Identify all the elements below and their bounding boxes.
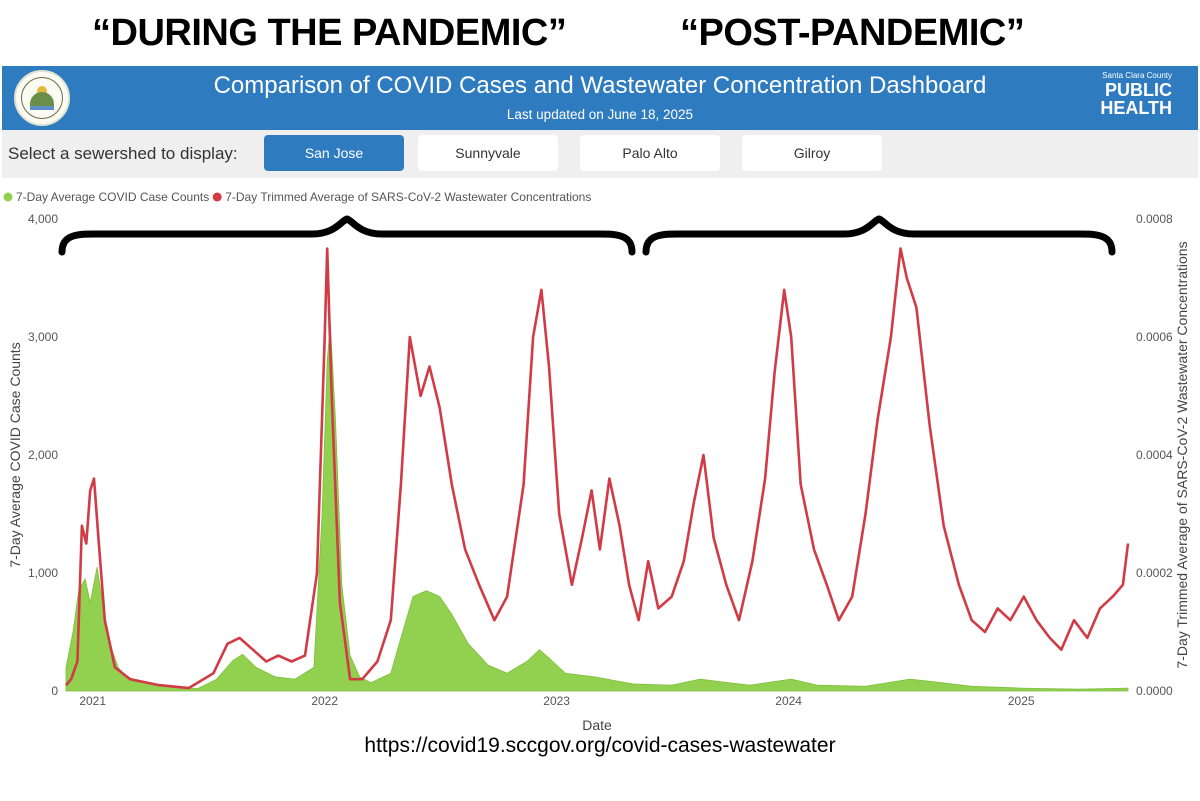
- x-tick: 2022: [311, 694, 338, 708]
- county-seal-icon: [14, 70, 70, 126]
- y-tick-right: 0.0008: [1136, 212, 1173, 226]
- y-tick-left: 4,000: [28, 212, 58, 226]
- legend-cases-marker: [3, 192, 13, 202]
- sewershed-filter-label: Select a sewershed to display:: [8, 144, 238, 163]
- y-tick-left: 3,000: [28, 330, 58, 344]
- y-axis-title-left: 7-Day Average COVID Case Counts: [7, 342, 23, 567]
- x-tick: 2023: [543, 694, 570, 708]
- sewershed-filter-bar: Select a sewershed to display: San Jose …: [2, 130, 1198, 178]
- y-tick-right: 0.0004: [1136, 448, 1173, 462]
- sewershed-gilroy-button[interactable]: Gilroy: [742, 135, 882, 171]
- during-pandemic-brace: [58, 215, 636, 256]
- y-tick-right: 0.0000: [1136, 684, 1173, 698]
- y-axis-title-right: 7-Day Trimmed Average of SARS-CoV-2 Wast…: [1174, 241, 1190, 668]
- sewershed-san-jose-button[interactable]: San Jose: [264, 135, 404, 171]
- y-tick-right: 0.0002: [1136, 566, 1173, 580]
- x-tick: 2025: [1008, 694, 1035, 708]
- sewershed-sunnyvale-button[interactable]: Sunnyvale: [418, 135, 558, 171]
- legend-wastewater-label: 7-Day Trimmed Average of SARS-CoV-2 Wast…: [225, 190, 591, 204]
- wastewater-line: [65, 247, 1130, 690]
- legend-wastewater-marker: [212, 192, 222, 202]
- dashboard-title: Comparison of COVID Cases and Wastewater…: [213, 72, 987, 99]
- covid-wastewater-chart: 7-Day Average COVID Case Counts 7-Day Tri…: [3, 190, 1190, 733]
- sewershed-palo-alto-button[interactable]: Palo Alto: [580, 135, 720, 171]
- last-updated: Last updated on June 18, 2025: [506, 107, 694, 122]
- legend-cases-label: 7-Day Average COVID Case Counts: [16, 190, 209, 204]
- during-pandemic-heading: “DURING THE PANDEMIC”: [92, 12, 567, 54]
- public-health-logo: PUBLIC HEALTH: [1100, 80, 1172, 118]
- x-tick: 2021: [79, 694, 106, 708]
- y-tick-left: 2,000: [28, 448, 58, 462]
- post-pandemic-brace: [642, 215, 1116, 256]
- y-tick-left: 1,000: [28, 566, 58, 580]
- dashboard-banner: Comparison of COVID Cases and Wastewater…: [2, 66, 1198, 130]
- cases-area: [65, 325, 1129, 692]
- x-axis-title: Date: [582, 717, 612, 733]
- y-tick-right: 0.0006: [1136, 330, 1173, 344]
- post-pandemic-heading: “POST-PANDEMIC”: [680, 12, 1025, 54]
- source-url: https://covid19.sccgov.org/covid-cases-w…: [364, 734, 836, 757]
- public-health-logo-small: Santa Clara County: [1102, 71, 1172, 80]
- x-tick: 2024: [775, 694, 802, 708]
- y-tick-left: 0: [51, 684, 58, 698]
